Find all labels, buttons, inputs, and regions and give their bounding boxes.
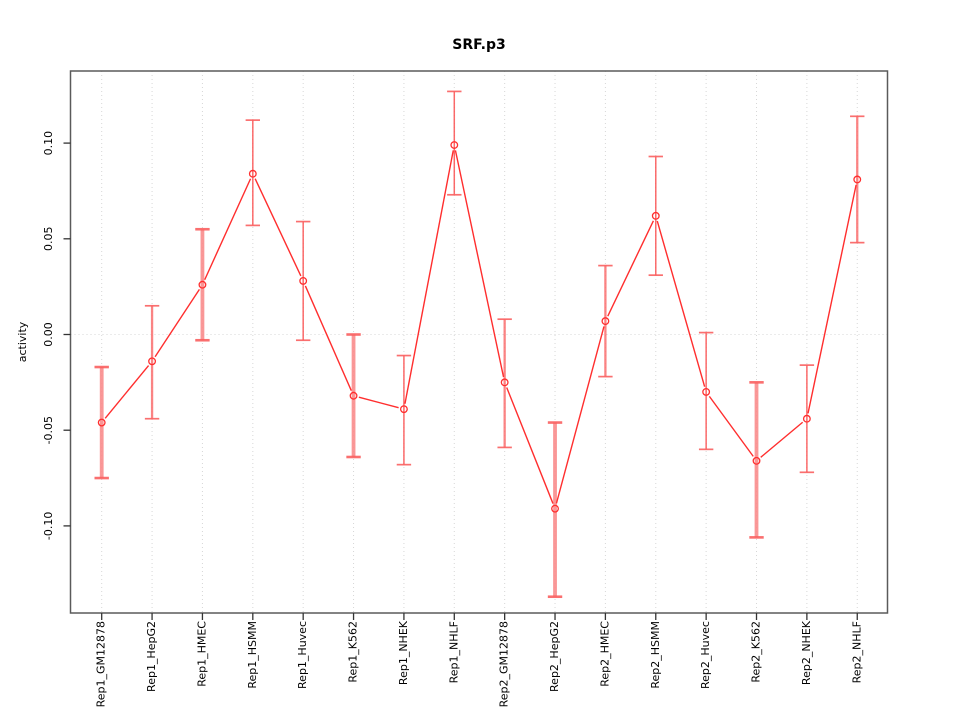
data-point: [853, 175, 862, 184]
data-point: [802, 414, 811, 423]
series-segment: [404, 150, 454, 404]
data-point: [148, 357, 157, 366]
series-segment: [304, 285, 352, 391]
axis-layer: 0.10 0.05 0.00 -0.05 -0.10 Rep1_GM12878 Rep1_H…: [42, 70, 889, 707]
data-point: [299, 276, 308, 285]
series-segment: [807, 184, 857, 414]
series-segment: [656, 220, 706, 387]
series-segment: [607, 220, 655, 317]
plot-border: [69, 70, 889, 614]
series-segment: [204, 178, 252, 281]
y-tick-label: 0.10: [42, 131, 55, 156]
x-tick-label: Rep2_HMEC: [598, 621, 611, 687]
series-segment: [358, 396, 399, 409]
series-segment: [555, 326, 605, 504]
data-point: [248, 169, 257, 178]
y-tick-label: -0.10: [42, 512, 55, 540]
chart-title: SRF.p3: [452, 37, 505, 53]
data-point: [97, 418, 106, 427]
series-segment: [254, 178, 302, 277]
data-point: [198, 280, 207, 289]
x-tick-label: Rep1_K562: [347, 621, 360, 683]
y-tick-label: -0.05: [42, 416, 55, 444]
series-segment: [454, 150, 505, 378]
x-tick-label: Rep2_K562: [750, 621, 763, 683]
series-segment: [104, 365, 150, 419]
x-tick-label: Rep1_NHLF: [447, 621, 460, 683]
y-axis-label: activity: [16, 321, 29, 362]
data-point: [551, 504, 559, 513]
data-point: [500, 378, 509, 387]
y-tick-label: 0.00: [42, 322, 55, 347]
series-segment: [506, 387, 554, 504]
x-tick-label: Rep1_HSMM: [246, 621, 259, 689]
data-point: [601, 317, 610, 326]
x-tick-label: Rep2_NHEK: [800, 620, 813, 685]
data-layer: [94, 90, 865, 599]
series-segment: [708, 395, 754, 457]
grid-layer: [70, 71, 888, 613]
series-segment: [154, 288, 201, 358]
data-point: [399, 405, 408, 414]
data-point: [702, 387, 711, 396]
x-tick-label: Rep1_Huvec: [296, 621, 309, 689]
x-tick-label: Rep2_HSMM: [649, 621, 662, 689]
x-tick-label: Rep2_NHLF: [850, 621, 863, 683]
x-tick-label: Rep1_GM12878: [95, 621, 108, 707]
y-tick-label: 0.05: [42, 227, 55, 252]
series-segment: [760, 421, 804, 458]
x-tick-label: Rep2_Huvec: [699, 621, 712, 689]
data-point: [450, 141, 459, 149]
x-tick-label: Rep2_GM12878: [498, 621, 511, 707]
data-point: [651, 211, 660, 220]
x-tick-label: Rep2_HepG2: [548, 621, 561, 692]
x-tick-label: Rep1_HMEC: [195, 621, 208, 687]
data-point: [752, 456, 761, 465]
data-point: [349, 391, 358, 400]
x-tick-label: Rep1_HepG2: [145, 621, 158, 692]
x-tick-label: Rep1_NHEK: [397, 620, 410, 685]
